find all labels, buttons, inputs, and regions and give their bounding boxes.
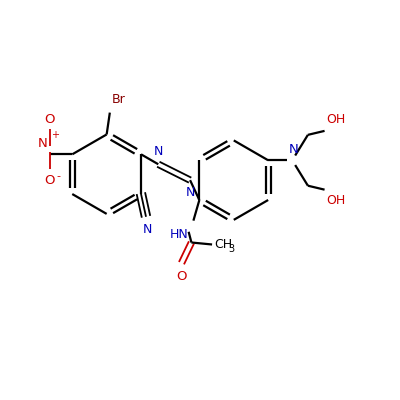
Text: -: - — [57, 171, 61, 181]
Text: 3: 3 — [229, 244, 235, 254]
Text: +: + — [51, 130, 59, 140]
Text: N: N — [38, 137, 48, 150]
Text: O: O — [44, 113, 55, 126]
Text: CH: CH — [214, 238, 232, 251]
Text: OH: OH — [326, 113, 346, 126]
Text: O: O — [176, 270, 187, 283]
Text: Br: Br — [112, 93, 125, 106]
Text: N: N — [143, 223, 152, 236]
Text: N: N — [289, 143, 299, 156]
Text: HN: HN — [170, 228, 189, 241]
Text: O: O — [44, 174, 55, 187]
Text: N: N — [185, 186, 195, 199]
Text: OH: OH — [326, 194, 346, 208]
Text: N: N — [154, 145, 163, 158]
